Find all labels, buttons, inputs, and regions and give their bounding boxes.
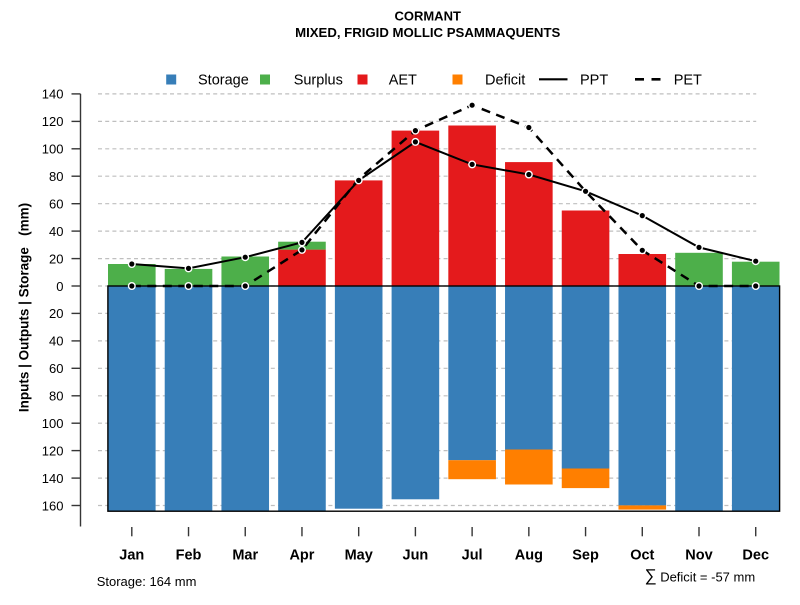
- svg-text:Feb: Feb: [176, 548, 202, 564]
- svg-text:Inputs | Outputs | Storage (: Inputs | Outputs | Storage (mm): [17, 203, 32, 412]
- svg-text:Jun: Jun: [403, 548, 429, 564]
- svg-text:Aug: Aug: [515, 548, 543, 564]
- svg-text:140: 140: [42, 471, 64, 486]
- svg-text:AET: AET: [389, 73, 417, 89]
- svg-text:40: 40: [49, 224, 63, 239]
- svg-text:Apr: Apr: [289, 548, 314, 564]
- svg-text:PET: PET: [674, 73, 702, 89]
- svg-text:Sep: Sep: [572, 548, 599, 564]
- svg-text:80: 80: [49, 389, 63, 404]
- svg-text:120: 120: [42, 114, 64, 129]
- svg-text:Oct: Oct: [630, 548, 654, 564]
- svg-text:MIXED, FRIGID MOLLIC PSAMMAQUE: MIXED, FRIGID MOLLIC PSAMMAQUENTS: [295, 25, 560, 40]
- svg-text:Deficit = -57 mm: Deficit = -57 mm: [660, 570, 755, 585]
- svg-text:Nov: Nov: [685, 548, 712, 564]
- svg-text:May: May: [345, 548, 373, 564]
- svg-text:60: 60: [49, 197, 63, 212]
- svg-text:160: 160: [42, 498, 64, 513]
- svg-text:120: 120: [42, 443, 64, 458]
- svg-text:80: 80: [49, 169, 63, 184]
- svg-text:Deficit: Deficit: [485, 73, 525, 89]
- svg-text:20: 20: [49, 251, 63, 266]
- svg-text:60: 60: [49, 361, 63, 376]
- svg-text:Surplus: Surplus: [294, 73, 343, 89]
- svg-text:Jul: Jul: [462, 548, 483, 564]
- svg-text:100: 100: [42, 142, 64, 157]
- svg-text:Mar: Mar: [232, 548, 258, 564]
- svg-text:20: 20: [49, 306, 63, 321]
- svg-text:Dec: Dec: [742, 548, 769, 564]
- svg-text:0: 0: [56, 279, 63, 294]
- svg-text:Jan: Jan: [119, 548, 144, 564]
- svg-text:140: 140: [42, 87, 64, 102]
- svg-text:CORMANT: CORMANT: [394, 8, 460, 23]
- svg-text:∑: ∑: [645, 566, 657, 585]
- svg-text:40: 40: [49, 334, 63, 349]
- svg-text:PPT: PPT: [580, 73, 608, 89]
- svg-text:Storage: 164 mm: Storage: 164 mm: [97, 574, 197, 589]
- svg-text:100: 100: [42, 416, 64, 431]
- svg-text:Storage: Storage: [198, 73, 249, 89]
